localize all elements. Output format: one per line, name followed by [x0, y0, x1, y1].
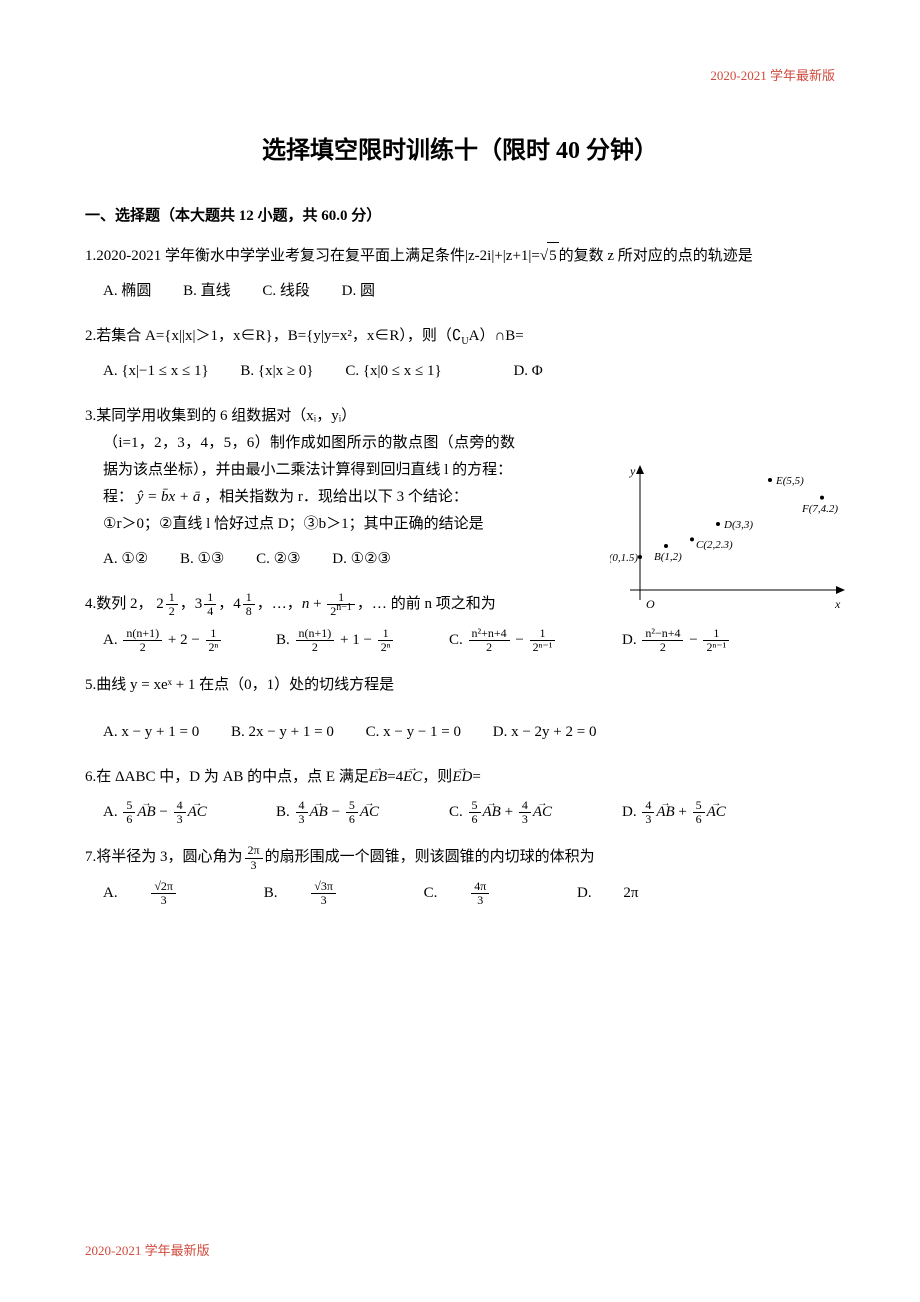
q7-opt-b: B. √3π3 [264, 880, 392, 907]
point-c-label: C(2,2.3) [696, 539, 733, 551]
vec-ed: →ED [452, 767, 472, 785]
q6-opt-c: C. 56→AB + 43→AC [449, 799, 622, 826]
question-2: 2.若集合 A={x||x|＞1，x∈R}，B={y|y=x²，x∈R），则（∁… [85, 323, 835, 385]
point-f [820, 496, 824, 500]
vec-ec: →EC [403, 767, 422, 785]
q6-text: 6.在 ΔABC 中，D 为 AB 的中点，点 E 满足 [85, 769, 369, 785]
q6-tail: ，则 [422, 769, 452, 785]
q2-opt-c: C. {x|0 ≤ x ≤ 1} [345, 358, 441, 385]
q3-opt-d: D. ①②③ [332, 546, 391, 573]
x-axis-label: x [834, 597, 841, 611]
page-title: 选择填空限时训练十（限时 40 分钟） [85, 130, 835, 173]
point-a-label: A(0,1.5) [610, 552, 638, 564]
q4-options: A. n(n+1)2 + 2 − 12ⁿ B. n(n+1)2 + 1 − 12… [103, 627, 835, 654]
q7-text-b: 的扇形围成一个圆锥，则该圆锥的内切球的体积为 [265, 849, 595, 865]
question-7: 7.将半径为 3，圆心角为2π3的扇形围成一个圆锥，则该圆锥的内切球的体积为 A… [85, 844, 835, 907]
point-e [768, 478, 772, 482]
vec-eb: →EB [369, 767, 387, 785]
header-watermark: 2020-2021 学年最新版 [710, 64, 835, 87]
q4-tail: 的前 n 项之和为 [391, 596, 496, 612]
q2-text: 2.若集合 A={x||x|＞1，x∈R}，B={y|y=x²，x∈R），则（∁ [85, 328, 461, 344]
q5-opt-a: A. x − y + 1 = 0 [103, 719, 199, 746]
q1-opt-b: B. 直线 [183, 278, 231, 305]
q5-opt-c: C. x − y − 1 = 0 [366, 719, 461, 746]
point-a [638, 555, 642, 559]
q1-text-a: 1.2020-2021 学年衡水中学学业考复习在复平面上满足条件|z-2i|+|… [85, 248, 548, 264]
q6-opt-d: D. 43→AB + 56→AC [622, 799, 795, 826]
q3-opt-a: A. ①② [103, 546, 148, 573]
question-1: 1.2020-2021 学年衡水中学学业考复习在复平面上满足条件|z-2i|+|… [85, 242, 835, 305]
origin-label: O [646, 597, 655, 611]
q7-opt-a: A. √2π3 [103, 880, 232, 907]
question-6: 6.在 ΔABC 中，D 为 AB 的中点，点 E 满足→EB=4→EC，则→E… [85, 764, 835, 826]
point-c [690, 537, 694, 541]
point-d [716, 522, 720, 526]
q2-text2: A）∩B= [469, 328, 524, 344]
q7-options: A. √2π3 B. √3π3 C. 4π3 D. 2π [103, 880, 835, 907]
q4-opt-b: B. n(n+1)2 + 1 − 12ⁿ [276, 627, 449, 654]
q1-opt-d: D. 圆 [342, 278, 375, 305]
q1-opt-a: A. 椭圆 [103, 278, 151, 305]
q7-opt-c: C. 4π3 [424, 880, 546, 907]
point-b [664, 544, 668, 548]
q5-text: 5.曲线 y = xeˣ + 1 在点（0，1）处的切线方程是 [85, 672, 835, 699]
question-5: 5.曲线 y = xeˣ + 1 在点（0，1）处的切线方程是 A. x − y… [85, 672, 835, 746]
q3-opt-b: B. ①③ [180, 546, 224, 573]
q2-options: A. {x|−1 ≤ x ≤ 1} B. {x|x ≥ 0} C. {x|0 ≤… [103, 358, 835, 385]
q3-line4: ①r＞0；②直线 l 恰好过点 D；③b＞1；其中正确的结论是 [103, 511, 515, 538]
q6-opt-a: A. 56→AB − 43→AC [103, 799, 276, 826]
q4-opt-c: C. n²+n+42 − 12ⁿ⁻¹ [449, 627, 622, 654]
q6-opt-b: B. 43→AB − 56→AC [276, 799, 449, 826]
q1-opt-c: C. 线段 [262, 278, 310, 305]
footer-watermark: 2020-2021 学年最新版 [85, 1239, 210, 1262]
q6-tail2: = [472, 769, 480, 785]
q3-line2: （i=1，2，3，4，5，6）制作成如图所示的散点图（点旁的数据为该点坐标），并… [103, 430, 515, 484]
q4-opt-a: A. n(n+1)2 + 2 − 12ⁿ [103, 627, 276, 654]
q3-line1: 3.某同学用收集到的 6 组数据对（xᵢ，yᵢ） [85, 403, 835, 430]
q6-options: A. 56→AB − 43→AC B. 43→AB − 56→AC C. 56→… [103, 799, 835, 826]
q6-eq: =4 [387, 769, 403, 785]
q4-lead: 4.数列 2， [85, 596, 153, 612]
q2-opt-a: A. {x|−1 ≤ x ≤ 1} [103, 358, 209, 385]
point-d-label: D(3,3) [723, 519, 753, 531]
section-heading: 一、选择题（本大题共 12 小题，共 60.0 分） [85, 203, 835, 230]
q3-opt-c: C. ②③ [256, 546, 300, 573]
q5-opt-d: D. x − 2y + 2 = 0 [493, 719, 597, 746]
q3-eq-label: 程： [103, 489, 133, 505]
y-axis-label: y [629, 464, 636, 478]
q4-opt-d: D. n²−n+42 − 12ⁿ⁻¹ [622, 627, 795, 654]
point-e-label: E(5,5) [775, 475, 804, 487]
q1-options: A. 椭圆 B. 直线 C. 线段 D. 圆 [103, 278, 835, 305]
q3-line3: ，相关指数为 r．现给出以下 3 个结论： [204, 489, 468, 505]
point-f-label: F(7,4.2) [801, 503, 838, 515]
q5-opt-b: B. 2x − y + 1 = 0 [231, 719, 334, 746]
q1-text-b: 的复数 z 所对应的点的轨迹是 [559, 248, 753, 264]
q3-eq: ŷ = b̄x + ā [137, 489, 201, 505]
q7-text-a: 7.将半径为 3，圆心角为 [85, 849, 243, 865]
q2-opt-b: B. {x|x ≥ 0} [240, 358, 313, 385]
q2-opt-d: D. Φ [513, 358, 542, 385]
point-b-label: B(1,2) [654, 551, 682, 563]
q1-sqrt: 5 [547, 242, 559, 270]
q2-sub: U [461, 336, 468, 347]
q5-options: A. x − y + 1 = 0 B. 2x − y + 1 = 0 C. x … [103, 719, 835, 746]
q7-opt-d: D. 2π [577, 880, 666, 907]
q3-scatter-plot: O x y A(0,1.5) B(1,2) C(2,2.3) D(3,3) E(… [610, 460, 850, 630]
